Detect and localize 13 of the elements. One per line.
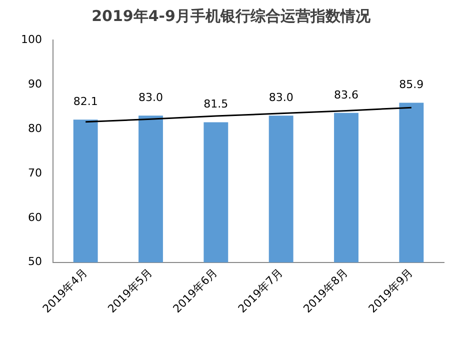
y-tick-label: 90 [28,77,42,90]
data-label: 81.5 [204,98,228,111]
data-label: 83.0 [138,90,163,104]
chart-title: 2019年4-9月手机银行综合运营指数情况 [92,6,372,25]
data-label: 82.1 [73,94,98,108]
data-label: 83.6 [334,88,358,102]
data-label: 85.9 [399,78,424,92]
y-tick-label: 80 [28,122,42,135]
y-tick-label: 100 [20,32,42,46]
y-tick-label: 60 [28,210,42,224]
y-tick-label: 50 [28,255,42,268]
y-tick-label: 70 [28,166,42,180]
data-label: 83.0 [268,90,294,104]
